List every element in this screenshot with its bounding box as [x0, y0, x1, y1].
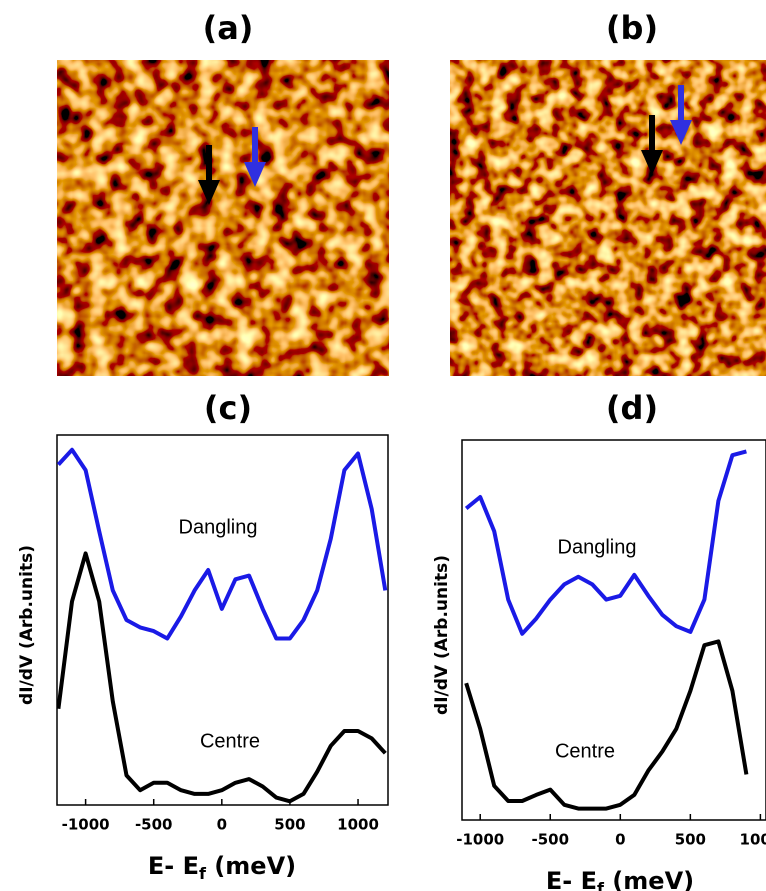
arrow [198, 145, 220, 205]
x-tick-label: -1000 [456, 831, 504, 849]
x-tick-label: -500 [135, 816, 173, 834]
x-tick-label: 1000 [740, 831, 766, 849]
line-series [464, 639, 749, 811]
series-label: Centre [200, 730, 260, 752]
x-axis-label-part: E- E [546, 867, 597, 891]
line-series [56, 551, 387, 804]
plot-frame [461, 439, 766, 821]
y-axis-label: dI/dV (Arb.units) [432, 555, 452, 715]
x-tick-label: 0 [217, 816, 227, 834]
x-tick-label: 500 [274, 816, 305, 834]
chart-title: (c) [204, 389, 252, 427]
x-tick-label: 1000 [337, 816, 379, 834]
arrow [641, 115, 663, 175]
panel-label: (a) [203, 9, 254, 47]
x-axis-label-part: f [199, 864, 207, 883]
arrow [244, 127, 266, 187]
x-tick-label: 500 [675, 831, 706, 849]
series-label: Dangling [179, 516, 258, 538]
x-axis-label-part: E- E [148, 852, 199, 880]
x-tick-label: -1000 [62, 816, 110, 834]
x-axis-label: E- Ef (meV) [148, 852, 296, 883]
x-tick-label: -500 [531, 831, 569, 849]
line-series [56, 447, 388, 641]
arrow [670, 85, 692, 145]
panel-label: (b) [606, 9, 658, 47]
y-axis-label: dI/dV (Arb.units) [17, 545, 37, 705]
x-axis-label-part: f [597, 879, 605, 891]
x-axis-label-part: (meV) [206, 852, 296, 880]
stm-texture [57, 60, 389, 376]
x-axis-label: E- Ef (meV) [546, 867, 694, 891]
x-axis-label-part: (meV) [604, 867, 694, 891]
stm-texture [450, 60, 766, 376]
chart-title: (d) [606, 389, 658, 427]
x-tick-label: 0 [615, 831, 625, 849]
series-label: Centre [555, 740, 615, 762]
series-label: Dangling [558, 536, 637, 558]
line-series [464, 449, 747, 636]
